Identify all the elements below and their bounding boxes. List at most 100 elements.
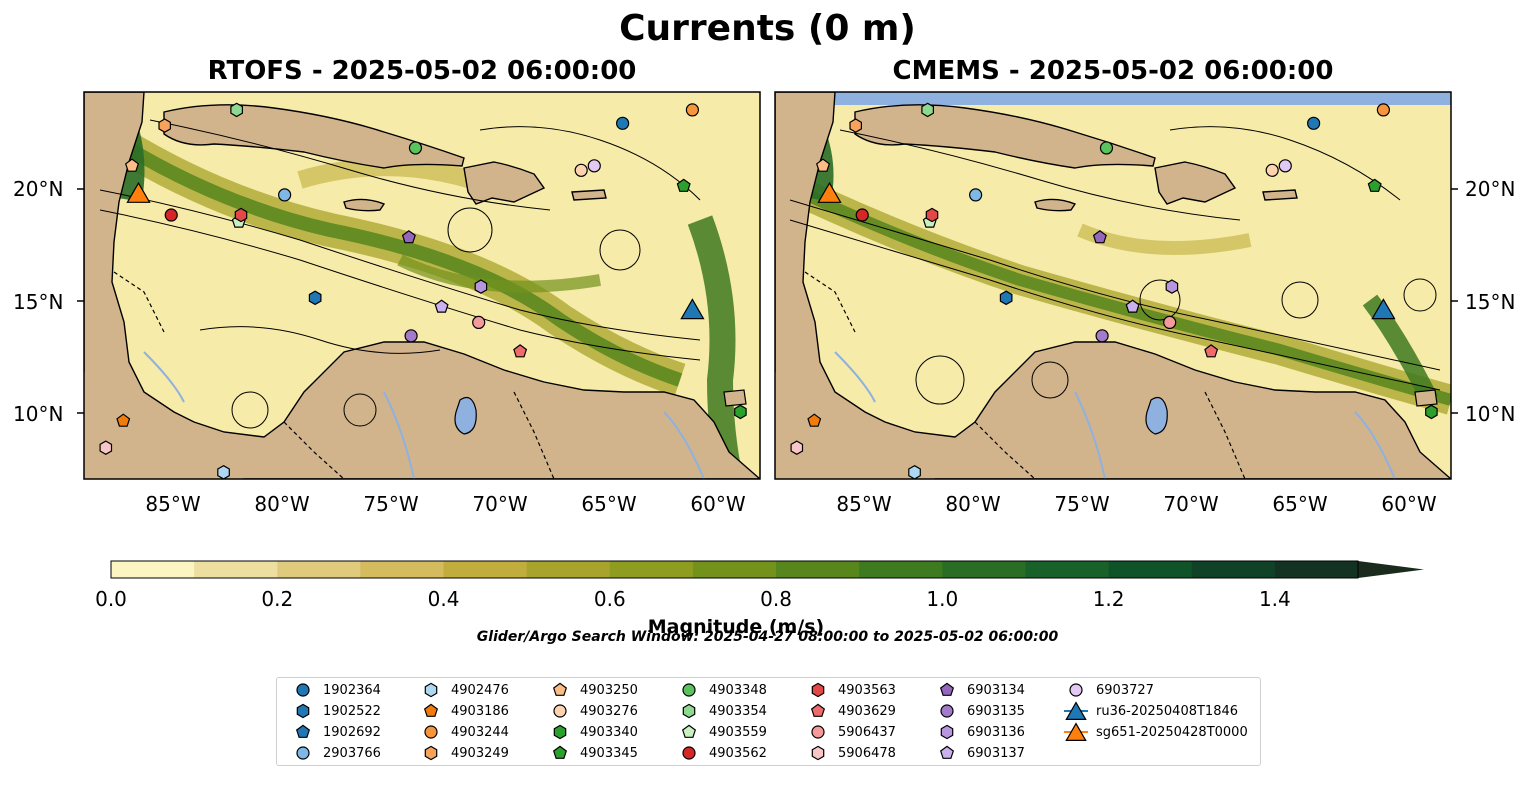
- legend-marker-circle: [1069, 683, 1083, 697]
- colorbar-bin: [194, 561, 278, 578]
- legend-item: 4902476: [419, 680, 509, 700]
- colorbar-bin: [692, 561, 777, 578]
- colorbar-bin: [776, 561, 860, 578]
- colorbar-bin: [277, 561, 361, 578]
- colorbar-bin: [111, 561, 195, 578]
- colorbar: [110, 560, 1424, 579]
- lat-tick-left-10: 10°N: [13, 402, 64, 426]
- map-marker-4903250-panel2: [815, 158, 831, 172]
- legend-marker-hexagon: [424, 745, 438, 761]
- lon-tick-p2-60: 60°W: [1381, 492, 1437, 516]
- map-marker-4903563-panel1: [234, 207, 248, 223]
- legend-marker: [553, 724, 567, 740]
- legend-item: 6903727: [1064, 680, 1154, 700]
- legend-marker: [1064, 722, 1088, 741]
- lon-tick-p2-80: 80°W: [945, 492, 1001, 516]
- lon-tick-p1-60: 60°W: [690, 492, 746, 516]
- legend-label: 4902476: [451, 682, 509, 698]
- colorbar-bin: [443, 561, 528, 578]
- legend-marker-hexagon: [682, 703, 696, 719]
- colorbar-bin: [1025, 561, 1110, 578]
- map-marker-6903134-panel1: [401, 230, 416, 244]
- lon-tick-p1-80: 80°W: [254, 492, 310, 516]
- legend-marker: [940, 724, 954, 740]
- map-marker-4903186-panel1: [116, 413, 131, 427]
- legend-marker: [295, 724, 311, 738]
- colorbar-bin: [1191, 561, 1276, 578]
- legend-marker-pentagon: [423, 703, 439, 717]
- legend-item: 4903340: [548, 722, 638, 742]
- legend-item: 2903766: [291, 743, 381, 763]
- legend-label: 4903629: [838, 703, 896, 719]
- legend-marker: [810, 703, 826, 717]
- legend-marker: [811, 682, 825, 698]
- legend-item: 1902692: [291, 722, 381, 742]
- map-marker-4903340-panel2: [1425, 404, 1438, 420]
- map-marker-6903136-panel2: [1165, 279, 1179, 294]
- legend-item: 4903244: [419, 722, 509, 742]
- legend-label: 4903340: [580, 724, 638, 740]
- legend-marker: [811, 745, 825, 761]
- legend-item: 4903249: [419, 743, 509, 763]
- map-marker-4903562-panel1: [164, 208, 178, 222]
- legend-marker-circle: [424, 725, 438, 739]
- map-marker-4903563-panel2: [925, 207, 939, 223]
- colorbar-tick-label: 0.8: [760, 587, 792, 611]
- map-marker-4902476-panel2: [908, 465, 921, 480]
- legend-marker: [682, 683, 696, 697]
- colorbar-tick-label: 0.6: [593, 587, 626, 611]
- legend-marker-circle: [940, 704, 954, 718]
- map-marker-4903562-panel2: [855, 208, 869, 222]
- legend-label: 4903244: [451, 724, 509, 740]
- legend-marker-circle: [296, 746, 310, 760]
- lon-tick-p1-65: 65°W: [581, 492, 637, 516]
- legend-marker: [553, 704, 567, 718]
- legend-label: 6903134: [967, 682, 1025, 698]
- legend-marker: [682, 746, 696, 760]
- lon-tick-p2-70: 70°W: [1163, 492, 1219, 516]
- legend-item: 4903348: [677, 680, 767, 700]
- map-marker-4903249-panel2: [849, 118, 863, 133]
- search-window-text: Glider/Argo Search Window: 2025-04-27 08…: [476, 629, 1059, 645]
- colorbar-bin: [609, 561, 694, 578]
- map-marker-6903727-panel2: [1278, 159, 1292, 173]
- legend-label: 2903766: [323, 745, 381, 761]
- panel-title-rtofs: RTOFS - 2025-05-02 06:00:00: [207, 56, 637, 86]
- lat-tick-left-15: 15°N: [13, 290, 64, 314]
- legend-label: sg651-20250428T0000: [1096, 724, 1248, 740]
- legend-label: 6903727: [1096, 682, 1154, 698]
- lon-tick-p2-85: 85°W: [836, 492, 892, 516]
- map-marker-4903186-panel2: [807, 413, 822, 427]
- map-marker-5906437-panel2: [1163, 315, 1177, 330]
- legend-item: 1902522: [291, 701, 381, 721]
- legend-label: 1902692: [323, 724, 381, 740]
- lat-tick-right-15: 15°N: [1465, 290, 1516, 314]
- colorbar-tick-label: 1.0: [926, 587, 959, 611]
- legend-marker: [939, 745, 955, 759]
- legend-item: ru36-20250408T1846: [1064, 701, 1238, 721]
- map-marker-4903244-panel2: [1376, 103, 1391, 117]
- colorbar-tick-label: 1.2: [1092, 587, 1125, 611]
- map-marker-6903137-panel2: [1125, 299, 1140, 313]
- legend-marker: [939, 682, 955, 696]
- map-marker-4902476-panel1: [217, 465, 230, 480]
- map-marker-4903276-panel1: [574, 163, 588, 177]
- colorbar-extend: [1358, 561, 1424, 578]
- map-marker-4903250-panel1: [124, 158, 140, 172]
- legend-item: 6903136: [935, 722, 1025, 742]
- legend-item: 5906478: [806, 743, 896, 763]
- legend-marker-hexagon: [424, 682, 438, 698]
- legend-label: 6903135: [967, 703, 1025, 719]
- legend-item: 6903137: [935, 743, 1025, 763]
- legend-item: sg651-20250428T0000: [1064, 722, 1248, 742]
- map-marker-4903348-panel1: [408, 141, 423, 155]
- legend-marker: [681, 724, 697, 738]
- legend-item: 4903250: [548, 680, 638, 700]
- legend-label: 5906478: [838, 745, 896, 761]
- lat-tick-right-20: 20°N: [1465, 177, 1516, 201]
- figure-title: Currents (0 m): [619, 8, 916, 49]
- map-marker-4903249-panel1: [158, 118, 171, 133]
- legend-marker-triangle: [1065, 701, 1087, 720]
- colorbar-bin: [526, 561, 611, 578]
- legend-marker: [296, 683, 310, 697]
